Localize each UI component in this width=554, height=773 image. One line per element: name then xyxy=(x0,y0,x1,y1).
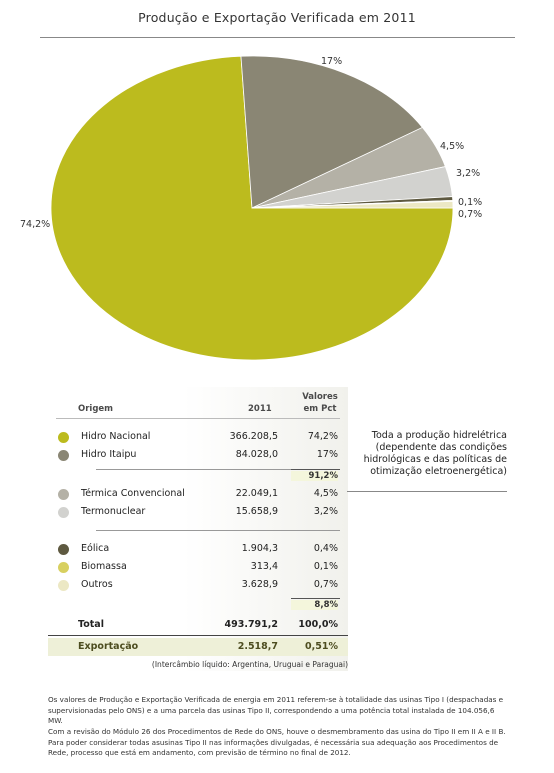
row-name: Hidro Itaipu xyxy=(81,449,137,460)
row-name: Hidro Nacional xyxy=(81,431,151,442)
header-year: 2011 xyxy=(248,404,272,414)
pie-label: 3,2% xyxy=(456,168,480,179)
legend-dot xyxy=(58,489,69,500)
legend-dot xyxy=(58,544,69,555)
total-label: Total xyxy=(78,619,104,630)
export-label: Exportação xyxy=(78,641,139,652)
pie-label: 0,7% xyxy=(458,209,482,220)
pie-chart: 74,2% 17% 4,5% 3,2% 0,1%0,7% xyxy=(20,55,482,361)
hydro-side-note: Toda a produção hidrelétrica (dependente… xyxy=(357,430,507,478)
pie-slice-outros xyxy=(251,200,454,209)
row-value: 313,4 xyxy=(250,561,278,572)
export-row: Exportação 2.518,7 0,51% xyxy=(48,638,348,656)
row-name: Termonuclear xyxy=(81,506,146,517)
total-divider xyxy=(48,635,348,636)
title-divider xyxy=(40,37,515,38)
row-value: 3.628,9 xyxy=(241,579,278,590)
pie-label: 0,1% xyxy=(458,197,482,208)
table-row: Hidro Nacional 366.208,5 74,2% xyxy=(48,430,348,446)
group-divider xyxy=(96,530,340,531)
row-value: 366.208,5 xyxy=(229,431,278,442)
row-name: Biomassa xyxy=(81,561,127,572)
legend-dot xyxy=(58,562,69,573)
footnote-1: Os valores de Produção e Exportação Veri… xyxy=(48,695,504,725)
side-note-line: Toda a produção hidrelétrica xyxy=(371,430,507,441)
table-row: Termonuclear 15.658,9 3,2% xyxy=(48,505,348,521)
subtotal-hydro: 91,2% xyxy=(291,471,338,481)
row-pct: 3,2% xyxy=(313,506,338,517)
header-pct-line1: Valores xyxy=(302,392,338,402)
total-pct: 100,0% xyxy=(298,619,338,630)
row-name: Térmica Convencional xyxy=(81,488,185,499)
pie-label: 17% xyxy=(321,56,342,67)
table-row: Térmica Convencional 22.049,1 4,5% xyxy=(48,487,348,503)
side-note-line: hidrológicas e das políticas de xyxy=(363,454,507,465)
legend-dot xyxy=(58,450,69,461)
total-value: 493.791,2 xyxy=(224,619,279,630)
data-table: Origem 2011 Valores em Pct Hidro Naciona… xyxy=(48,387,348,671)
footnote-2: Com a revisão do Módulo 26 dos Procedime… xyxy=(48,727,506,757)
table-row: Hidro Itaipu 84.028,0 17% xyxy=(48,448,348,464)
pie-label: 4,5% xyxy=(440,141,464,152)
group-divider xyxy=(96,469,340,470)
row-pct: 0,7% xyxy=(313,579,338,590)
page-title: Produção e Exportação Verificada em 2011 xyxy=(138,10,416,25)
subtotal-other: 8,8% xyxy=(291,600,338,610)
row-name: Eólica xyxy=(81,543,110,554)
row-value: 84.028,0 xyxy=(235,449,278,460)
side-note-line: otimização eletroenergética) xyxy=(370,466,507,477)
row-value: 22.049,1 xyxy=(235,488,278,499)
table-row: Eólica 1.904,3 0,4% xyxy=(48,542,348,558)
export-pct: 0,51% xyxy=(305,641,338,652)
legend-dot xyxy=(58,507,69,518)
legend-dot xyxy=(58,432,69,443)
subtotal-rule xyxy=(291,469,340,470)
export-note: (Intercâmbio líquido: Argentina, Uruguai… xyxy=(151,660,348,669)
side-note-rule xyxy=(347,491,507,492)
row-pct: 4,5% xyxy=(313,488,338,499)
legend-dot xyxy=(58,580,69,591)
row-pct: 17% xyxy=(316,449,338,460)
subtotal-rule xyxy=(291,598,340,599)
row-name: Outros xyxy=(81,579,113,590)
row-pct: 74,2% xyxy=(307,431,338,442)
pie-slice-hidro-itaipu xyxy=(240,55,424,209)
pie-label: 74,2% xyxy=(20,219,50,230)
side-note-line: (dependente das condições xyxy=(375,442,507,453)
header-divider xyxy=(56,418,340,419)
row-value: 15.658,9 xyxy=(235,506,278,517)
header-origem: Origem xyxy=(78,404,114,414)
header-pct-line2: em Pct xyxy=(303,404,337,414)
table-row: Outros 3.628,9 0,7% xyxy=(48,578,348,594)
table-row: Biomassa 313,4 0,1% xyxy=(48,560,348,576)
row-value: 1.904,3 xyxy=(241,543,278,554)
export-value: 2.518,7 xyxy=(237,641,278,652)
total-row: Total 493.791,2 100,0% xyxy=(48,618,348,634)
row-pct: 0,4% xyxy=(313,543,338,554)
row-pct: 0,1% xyxy=(313,561,338,572)
